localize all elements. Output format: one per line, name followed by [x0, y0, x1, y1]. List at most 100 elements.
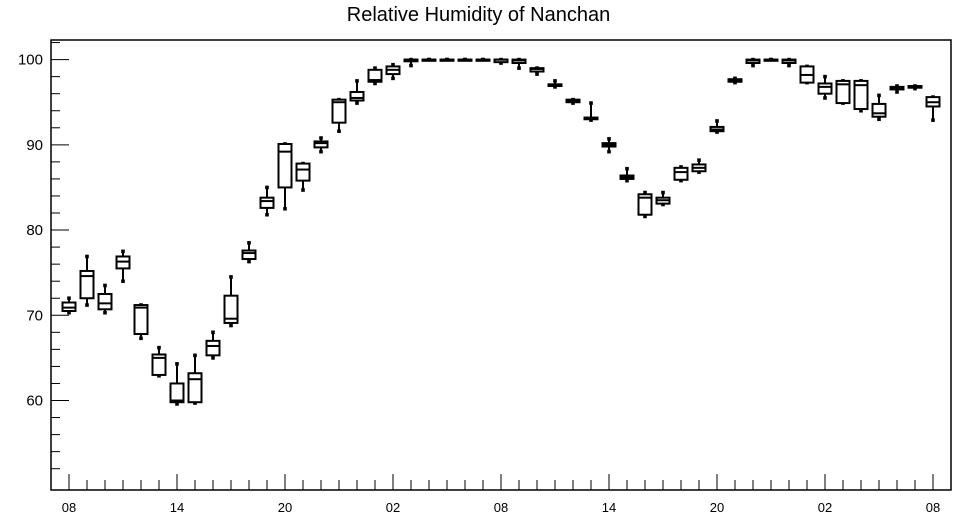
- whisker-low-cap: [859, 108, 863, 113]
- box-group: [781, 57, 797, 68]
- whisker-high-cap: [67, 296, 71, 301]
- box-group: [547, 79, 563, 89]
- whisker-high-cap: [877, 93, 881, 98]
- box-iqr: [673, 166, 689, 181]
- box-group: [763, 57, 779, 62]
- box-group: [637, 190, 653, 219]
- box-iqr: [313, 140, 329, 149]
- box-group: [439, 57, 455, 62]
- box-iqr: [835, 79, 851, 105]
- box-group: [673, 165, 689, 183]
- box-group: [205, 330, 221, 360]
- box-group: [727, 76, 743, 85]
- whisker-low-cap: [877, 117, 881, 122]
- whisker-high-cap: [157, 345, 161, 350]
- box-group: [889, 84, 905, 94]
- whisker-low-cap: [211, 356, 215, 360]
- box-group: [331, 97, 347, 133]
- whisker-low-cap: [751, 63, 755, 68]
- whisker-low-cap: [517, 66, 521, 70]
- box-group: [259, 185, 275, 217]
- whisker-high-cap: [175, 362, 179, 366]
- whisker-low-cap: [283, 206, 287, 211]
- box-group: [241, 241, 257, 264]
- y-tick-label: 70: [26, 307, 43, 324]
- whisker-high-cap: [625, 166, 629, 171]
- whisker-low-cap: [355, 101, 359, 105]
- x-tick-label: 14: [170, 500, 184, 515]
- box-group: [835, 79, 851, 105]
- y-tick-label: 100: [18, 52, 43, 69]
- whisker-low-cap: [319, 149, 323, 154]
- y-tick-label: 60: [26, 393, 43, 410]
- box-group: [493, 57, 509, 65]
- whisker-low-cap: [607, 149, 611, 154]
- box-iqr: [133, 304, 149, 336]
- x-tick-label: 20: [710, 500, 724, 515]
- whisker-low-cap: [337, 129, 341, 133]
- box-group: [133, 303, 149, 341]
- box-iqr: [871, 102, 887, 118]
- whisker-low-cap: [895, 90, 899, 94]
- whisker-high-cap: [607, 137, 611, 141]
- box-group: [169, 362, 185, 406]
- whisker-high-cap: [247, 241, 251, 245]
- whisker-high-cap: [391, 62, 395, 67]
- box-group: [457, 57, 473, 62]
- box-group: [403, 57, 419, 68]
- whisker-low-cap: [265, 212, 269, 217]
- box-iqr: [367, 68, 383, 83]
- whisker-low-cap: [643, 214, 647, 219]
- whisker-low-cap: [391, 76, 395, 81]
- box-group: [925, 95, 941, 122]
- box-group: [871, 93, 887, 122]
- box-group: [475, 57, 491, 62]
- x-tick-label: 08: [62, 500, 76, 515]
- box-group: [349, 79, 365, 105]
- whisker-low-cap: [931, 118, 935, 122]
- whisker-low-cap: [229, 323, 233, 328]
- box-group: [295, 161, 311, 192]
- box-iqr: [169, 382, 185, 404]
- x-tick-label: 08: [926, 500, 940, 515]
- box-group: [565, 97, 581, 105]
- x-tick-label: 08: [494, 500, 508, 515]
- whisker-high-cap: [553, 79, 557, 83]
- chart-title: Relative Humidity of Nanchan: [346, 4, 611, 26]
- box-iqr: [853, 79, 869, 111]
- box-group: [655, 190, 671, 207]
- box-group: [529, 66, 545, 76]
- y-tick-label: 80: [26, 222, 43, 239]
- x-tick-label: 20: [278, 500, 292, 515]
- plot-frame: [50, 39, 952, 491]
- box-group: [601, 137, 617, 154]
- box-iqr: [277, 142, 293, 189]
- x-tick-label: 14: [602, 500, 616, 515]
- box-group: [61, 296, 77, 315]
- x-tick-label: 02: [818, 500, 832, 515]
- box-group: [583, 101, 599, 122]
- whisker-high-cap: [697, 158, 701, 162]
- box-iqr: [205, 339, 221, 357]
- box-group: [853, 79, 869, 113]
- whisker-high-cap: [661, 190, 665, 195]
- whisker-high-cap: [715, 119, 719, 123]
- box-iqr: [97, 292, 113, 311]
- whisker-low-cap: [247, 259, 251, 264]
- box-iqr: [259, 196, 275, 209]
- box-iqr: [79, 269, 95, 300]
- whisker-high-cap: [103, 283, 107, 288]
- box-iqr: [817, 82, 833, 95]
- whisker-high-cap: [121, 249, 125, 254]
- y-tick-label: 90: [26, 137, 43, 154]
- whisker-high-cap: [373, 66, 377, 70]
- whisker-low-cap: [85, 303, 89, 307]
- whisker-low-cap: [121, 279, 125, 283]
- box-group: [511, 57, 527, 70]
- whisker-high-cap: [355, 79, 359, 83]
- whisker-low-cap: [139, 336, 143, 341]
- whisker-low-cap: [373, 81, 377, 86]
- axes: 60 70 80 90 100 08 14 20 02 08 14 20 02 08: [18, 39, 952, 515]
- whisker-high-cap: [85, 254, 89, 259]
